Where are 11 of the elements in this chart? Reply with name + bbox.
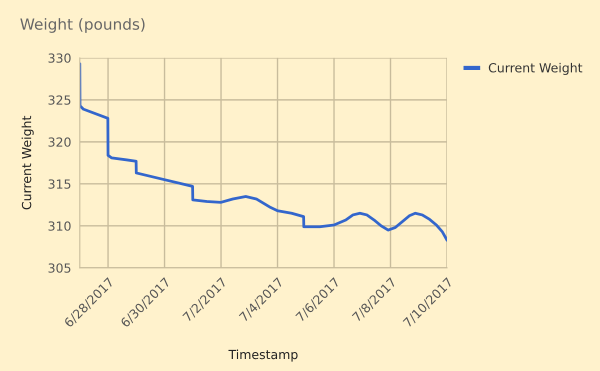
- legend-label: Current Weight: [488, 62, 582, 75]
- line-series: [80, 62, 447, 242]
- chart-title: Weight (pounds): [20, 18, 145, 33]
- y-tick-label: 310: [48, 221, 71, 231]
- y-tick-label: 320: [48, 137, 71, 147]
- y-tick-label: 325: [48, 95, 70, 105]
- y-tick-label: 305: [48, 263, 70, 273]
- y-tick-label: 315: [48, 179, 70, 189]
- y-axis-title: Current Weight: [22, 116, 34, 210]
- x-axis-title: Timestamp: [228, 350, 298, 362]
- y-tick-label: 330: [48, 53, 71, 63]
